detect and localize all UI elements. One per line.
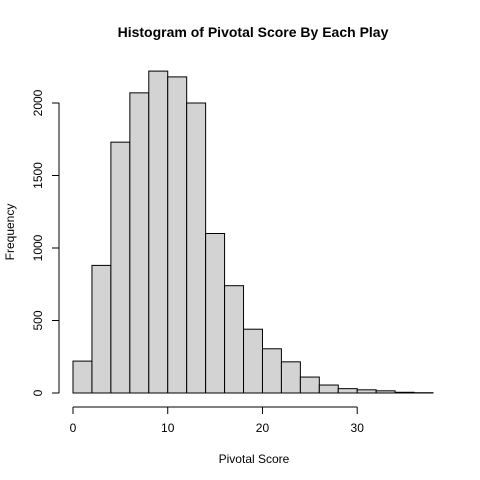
histogram-bar — [318, 384, 339, 394]
histogram-bar — [299, 376, 320, 394]
histogram-bar — [186, 102, 207, 394]
histogram-bar — [375, 390, 396, 394]
y-tick-label: 500 — [31, 310, 45, 330]
histogram-bar — [356, 389, 377, 394]
x-tick-label: 0 — [70, 421, 77, 435]
y-tick-label: 2000 — [31, 89, 45, 116]
histogram-bar — [205, 233, 226, 394]
y-axis-label: Frequency — [3, 204, 17, 261]
y-tick-label: 1000 — [31, 234, 45, 261]
y-tick-label: 1500 — [31, 162, 45, 189]
histogram-bar — [110, 141, 131, 394]
x-axis-label: Pivotal Score — [219, 452, 290, 466]
x-tick-label: 30 — [351, 421, 365, 435]
y-axis: 0 500 1000 1500 2000 — [31, 89, 60, 396]
histogram-bar — [129, 92, 150, 394]
histogram-bar — [394, 391, 415, 394]
histogram-bar — [337, 388, 358, 394]
histogram-bar — [167, 76, 188, 394]
x-axis: 0 10 20 30 — [70, 406, 365, 435]
histogram-bar — [280, 361, 301, 394]
bars-group — [72, 70, 434, 394]
x-tick-label: 20 — [256, 421, 270, 435]
y-tick-label: 0 — [31, 389, 45, 396]
x-tick-label: 10 — [161, 421, 175, 435]
histogram-bar — [72, 360, 93, 394]
histogram-bar — [91, 264, 112, 394]
chart-title: Histogram of Pivotal Score By Each Play — [118, 24, 389, 40]
histogram-bar — [148, 70, 169, 394]
histogram-bar — [261, 348, 282, 394]
histogram-bar — [243, 328, 263, 394]
histogram-bar — [224, 285, 245, 394]
